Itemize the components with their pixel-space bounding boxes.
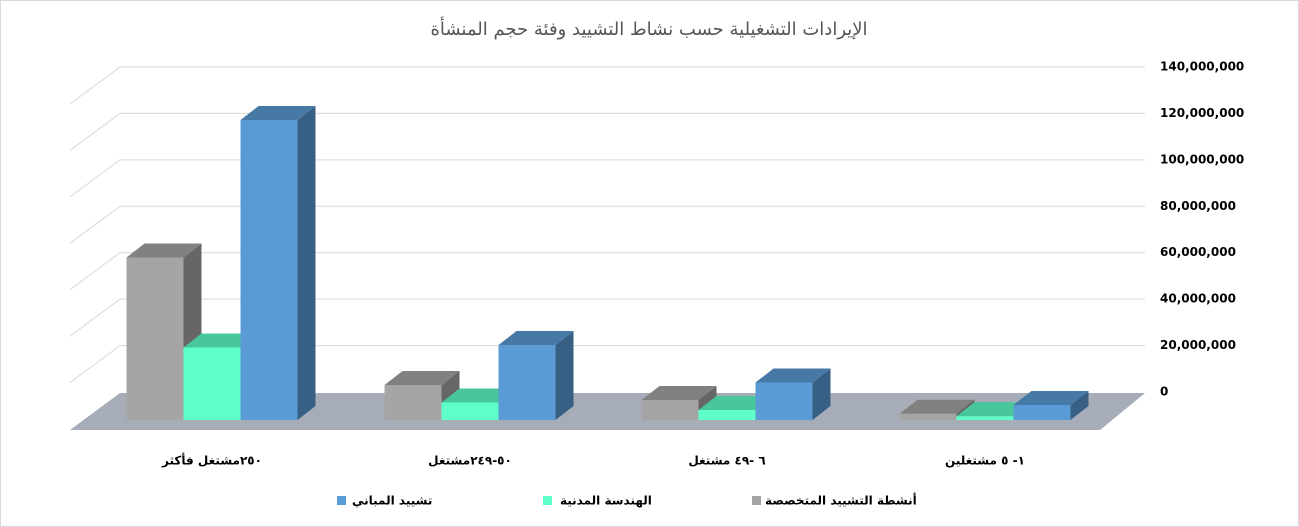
grid-line [69,112,1145,151]
bar-top [240,106,316,120]
bar-top [441,388,517,403]
grid-line [69,345,1145,383]
y-tick-label: 60,000,000 [1160,245,1236,259]
grid-line [69,298,1145,337]
y-tick-label: 100,000,000 [1160,152,1244,166]
floor [70,393,1145,430]
bar-side [555,331,574,420]
grid-line [69,205,1145,244]
bar-top [126,243,202,258]
legend-label: تشييد المباني [352,494,432,508]
bar [240,106,316,420]
bar-top [698,396,774,410]
bar-side [812,368,831,420]
bar-front [755,382,813,420]
grid-line [69,66,1145,105]
x-tick-label: ٥٠-٢٤٩مشتغل [428,454,512,468]
bar-top [498,331,574,345]
bar-front [240,120,298,420]
bar-side [1070,391,1089,420]
bar-front [384,385,442,420]
bar-front [1013,405,1071,420]
legend-label: الهندسة المدنية [560,494,652,508]
bar-top [1013,391,1089,405]
legend-swatch [752,496,761,505]
x-tick-label: ٢٥٠مشتغل فأكثر [161,453,262,468]
bar-top [384,371,460,385]
x-tick-label: ١- ٥ مشتغلين [945,454,1025,468]
bar-top [899,399,975,414]
bar [755,368,831,420]
bar-front [956,416,1014,420]
y-tick-label: 120,000,000 [1160,106,1244,120]
y-tick-label: 140,000,000 [1160,60,1244,74]
bar-top [641,386,717,400]
chart-title: الإيرادات التشغيلية حسب نشاط التشييد وفئ… [430,16,867,40]
bar-front [698,410,756,420]
bar-top [183,333,259,348]
bar-front [899,413,957,420]
y-tick-label: 80,000,000 [1160,199,1236,213]
y-tick-label: 20,000,000 [1160,338,1236,352]
grid-line [69,159,1145,198]
bar [498,331,574,420]
legend-label: أنشطة التشييد المتخصصة [765,493,917,508]
bar-front [441,402,499,420]
bar-front [183,347,241,420]
bar-front [126,257,184,420]
bar-top [755,368,831,383]
y-tick-label: 40,000,000 [1160,292,1236,306]
legend-swatch [543,496,552,505]
x-tick-label: ٦ -٤٩ مشتغل [688,454,765,468]
grid-line [69,252,1145,291]
y-tick-label: 0 [1160,385,1168,399]
bar-front [498,345,556,420]
legend-swatch [337,496,346,505]
bar-front [641,400,699,420]
bar-top [956,402,1032,417]
bar-side [297,106,316,420]
bar [1013,391,1089,420]
